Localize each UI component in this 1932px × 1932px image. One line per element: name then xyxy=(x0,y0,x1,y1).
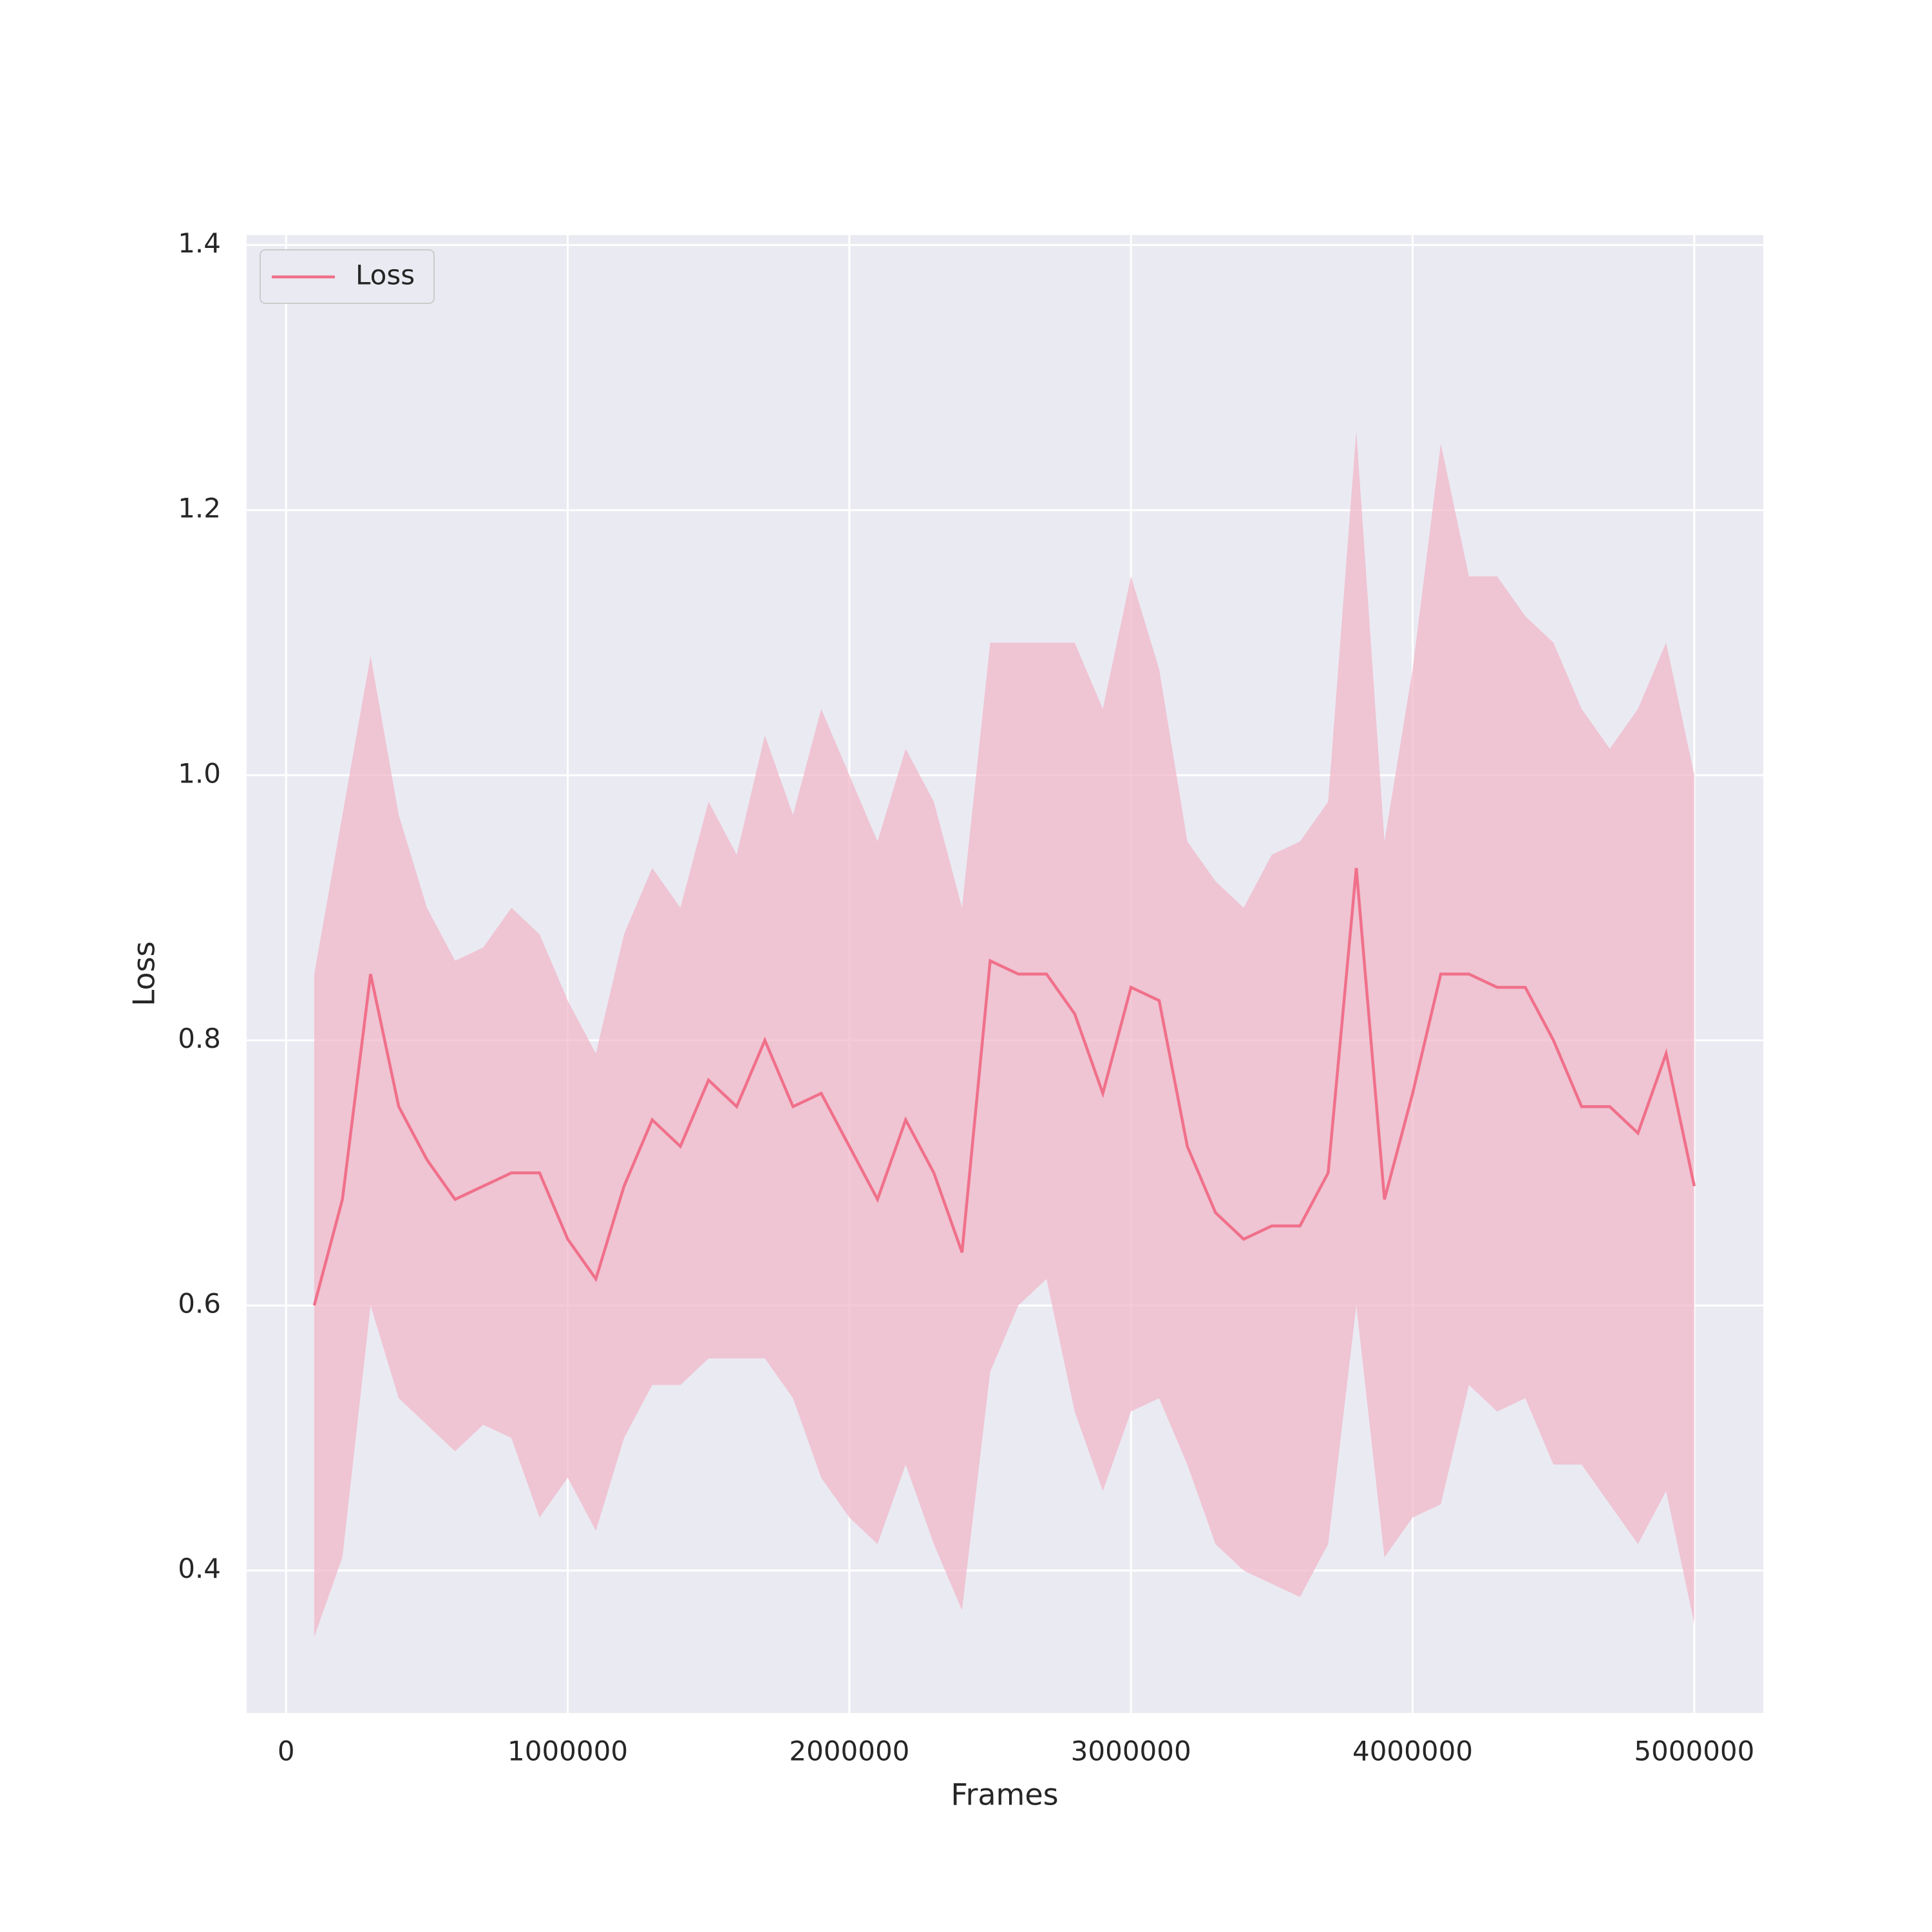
x-axis-label: Frames xyxy=(951,1777,1058,1812)
y-tick-label: 0.8 xyxy=(178,1023,221,1054)
x-tick-label: 3000000 xyxy=(1071,1736,1191,1767)
y-axis-label: Loss xyxy=(127,942,162,1007)
y-tick-label: 1.0 xyxy=(178,757,221,789)
x-tick-label: 5000000 xyxy=(1634,1736,1754,1767)
y-tick-label: 1.2 xyxy=(178,493,221,524)
line xyxy=(312,867,1696,1306)
band xyxy=(314,430,1694,1637)
legend-label: Loss xyxy=(355,260,415,291)
legend-box xyxy=(260,249,435,304)
y-tick-label: 1.4 xyxy=(178,227,221,259)
y-tick-label: 0.6 xyxy=(178,1288,221,1320)
y-tick-label: 0.4 xyxy=(178,1553,221,1584)
x-tick-label: 0 xyxy=(278,1736,295,1767)
x-tick-label: 4000000 xyxy=(1352,1736,1473,1767)
x-tick-label: 1000000 xyxy=(507,1736,628,1767)
x-tick-label: 2000000 xyxy=(789,1736,909,1767)
